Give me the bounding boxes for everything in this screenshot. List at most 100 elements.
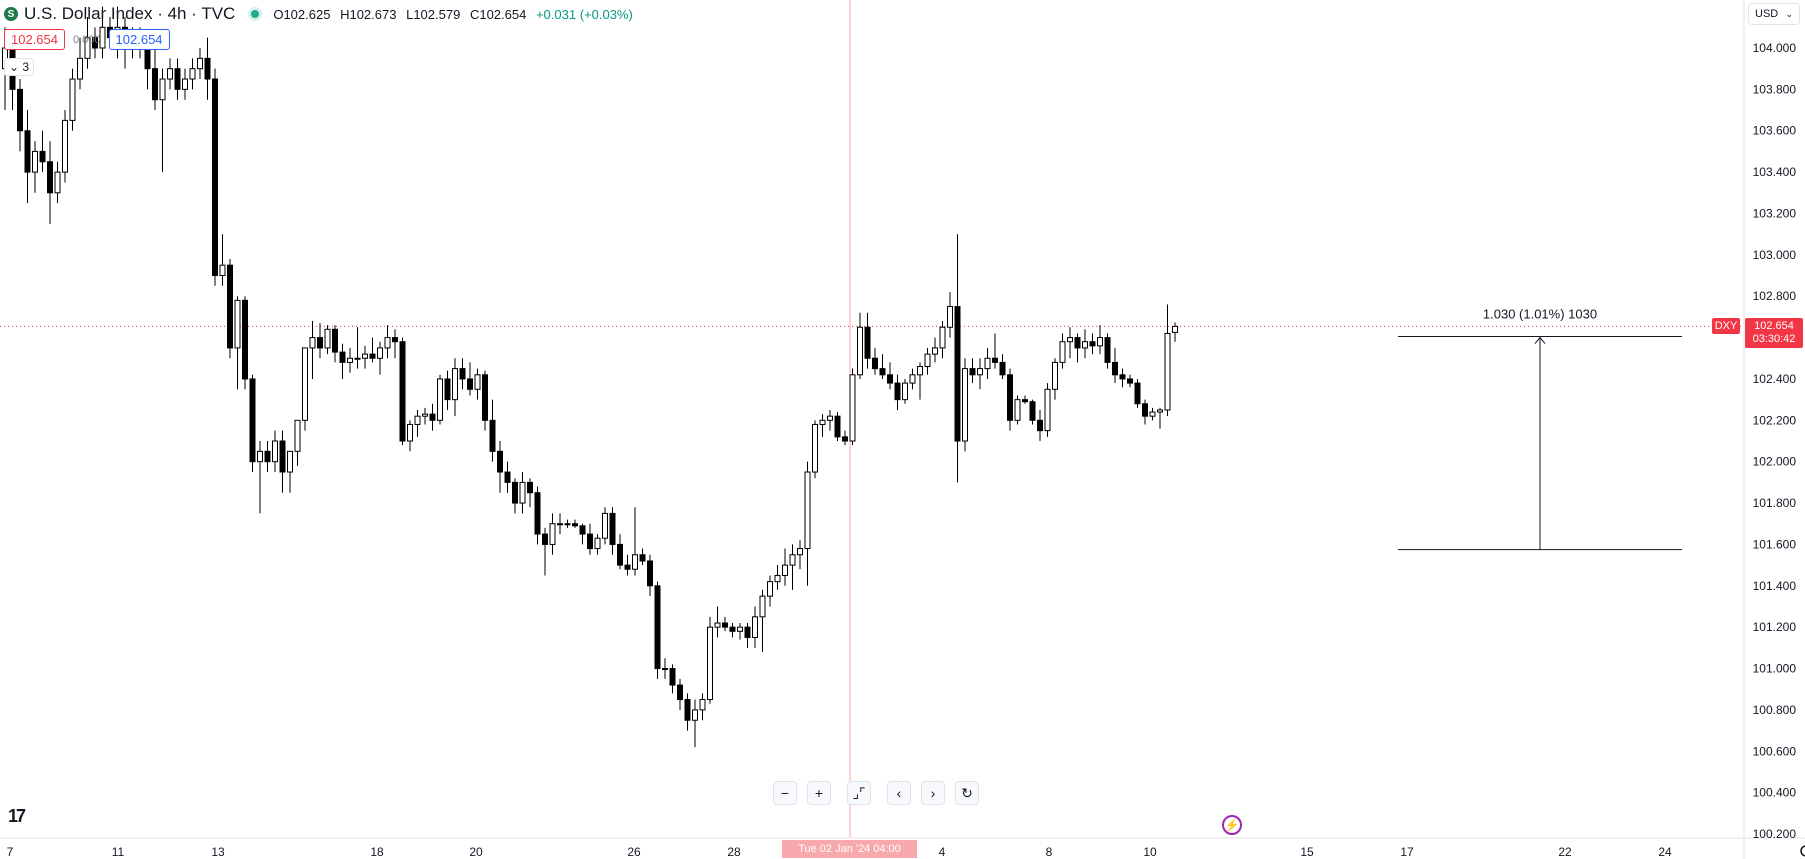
high-value: 102.673 xyxy=(349,6,397,22)
symbol-title[interactable]: U.S. Dollar Index · 4h · TVC xyxy=(24,4,236,23)
reset-chart-button[interactable]: ↻ xyxy=(955,781,979,805)
candle-body xyxy=(887,374,893,384)
candle xyxy=(632,507,638,576)
candle xyxy=(279,430,286,493)
candle xyxy=(482,370,488,431)
indicators-toggle-button[interactable]: ⌄ 3 xyxy=(4,58,35,76)
candle-body xyxy=(587,533,593,550)
arrow-up-icon xyxy=(1534,336,1546,344)
candle xyxy=(227,258,233,359)
candle-body xyxy=(602,512,608,539)
candle xyxy=(437,374,443,425)
minus-icon: − xyxy=(780,785,790,801)
candle xyxy=(969,358,976,384)
candle-body xyxy=(354,357,361,360)
candle-body xyxy=(1014,399,1021,421)
candle xyxy=(377,341,383,375)
candle xyxy=(242,296,248,390)
candle xyxy=(1097,325,1103,355)
candle-body xyxy=(527,481,533,494)
candle-body xyxy=(557,523,563,526)
candle xyxy=(512,478,518,514)
zoom-out-button[interactable]: − xyxy=(773,781,797,805)
candle xyxy=(1007,368,1013,431)
candle-body xyxy=(782,564,788,576)
candle xyxy=(924,347,931,375)
candle-body xyxy=(1149,411,1156,417)
scroll-right-button[interactable]: › xyxy=(921,781,945,805)
candle-body xyxy=(1112,361,1118,376)
candle-body xyxy=(54,171,61,194)
candle xyxy=(354,327,361,369)
reset-range-button[interactable]: ⌟⌜ xyxy=(847,781,871,805)
candle-body xyxy=(609,512,616,545)
candle-body xyxy=(617,543,623,566)
candle xyxy=(414,409,421,437)
gear-icon[interactable] xyxy=(1800,845,1805,857)
last-price-tag: 102.654 03:30:42 xyxy=(1745,318,1803,348)
candle-body xyxy=(909,374,916,384)
candle-body xyxy=(1104,337,1111,363)
candle xyxy=(654,581,661,679)
candle-body xyxy=(189,68,196,80)
candle-body xyxy=(669,668,676,686)
candle xyxy=(1142,399,1148,425)
lightning-icon[interactable]: ⚡ xyxy=(1222,815,1242,835)
buy-button[interactable]: 102.654 xyxy=(108,29,170,50)
currency-label: USD xyxy=(1755,8,1779,20)
symbol-logo-icon[interactable]: S xyxy=(4,7,18,21)
candle-body xyxy=(227,264,233,349)
candle-body xyxy=(159,78,166,101)
candle-body xyxy=(429,413,436,421)
sell-button[interactable]: 102.654 xyxy=(4,29,65,50)
candle-body xyxy=(1089,341,1096,347)
candle-body xyxy=(422,413,428,417)
candle xyxy=(332,325,338,363)
candle xyxy=(1119,368,1126,388)
candle-body xyxy=(294,419,301,452)
currency-select[interactable]: USD ⌄ xyxy=(1748,3,1800,25)
candle-body xyxy=(797,548,803,556)
y-tick-label: 100.800 xyxy=(1753,703,1797,717)
refresh-icon: ↻ xyxy=(961,784,973,801)
chevron-right-icon: › xyxy=(930,785,936,801)
scroll-left-button[interactable]: ‹ xyxy=(887,781,911,805)
candle xyxy=(669,664,676,694)
price-range-measure[interactable]: 1.030 (1.01%) 1030 xyxy=(1398,307,1682,551)
candle-body xyxy=(392,337,398,343)
y-tick-label: 102.200 xyxy=(1753,413,1797,427)
zoom-in-button[interactable]: + xyxy=(807,781,831,805)
candle-body xyxy=(204,57,211,80)
candle-body xyxy=(212,78,218,277)
y-tick-label: 103.200 xyxy=(1753,206,1797,220)
candle-body xyxy=(309,337,316,349)
candle xyxy=(197,48,203,80)
candle xyxy=(519,472,526,514)
y-tick-label: 102.400 xyxy=(1753,372,1797,386)
candle xyxy=(1089,333,1096,355)
candle xyxy=(804,461,811,586)
candle-body xyxy=(917,366,923,376)
candle xyxy=(324,325,331,355)
candle-body xyxy=(789,554,796,566)
candle-body xyxy=(459,368,466,380)
x-tick-label: 15 xyxy=(1300,845,1314,859)
candle-body xyxy=(324,328,331,349)
candle-body xyxy=(84,37,91,59)
x-tick-label: 8 xyxy=(1046,845,1053,859)
candle-body xyxy=(804,471,811,550)
candle xyxy=(174,58,181,100)
candle xyxy=(767,575,773,607)
high-label: H xyxy=(340,6,350,22)
candle xyxy=(99,6,106,59)
candle-body xyxy=(737,626,743,632)
chevron-down-icon: ⌄ xyxy=(9,60,20,74)
candle-body xyxy=(369,353,376,359)
candle-body xyxy=(654,585,661,670)
candle-body xyxy=(857,326,863,376)
tradingview-logo-icon[interactable]: 17 xyxy=(8,806,26,826)
candle xyxy=(212,68,218,286)
candle-body xyxy=(729,626,736,632)
candle xyxy=(879,354,886,379)
